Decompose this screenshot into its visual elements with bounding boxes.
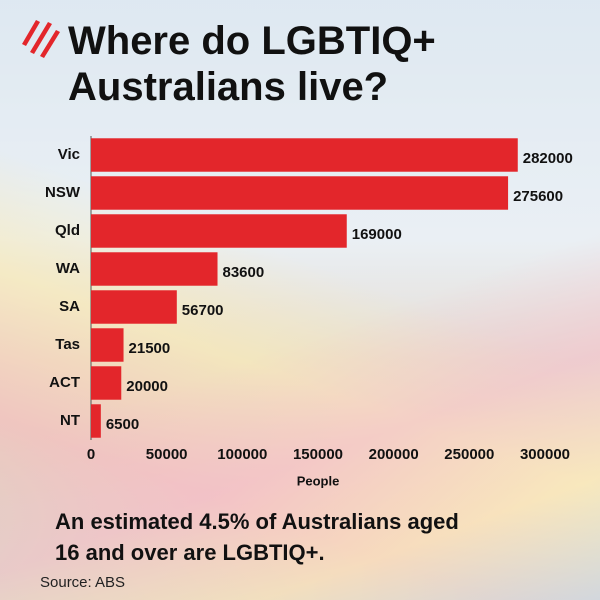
- value-label: 20000: [126, 378, 168, 395]
- value-label: 21500: [129, 340, 171, 357]
- bar: [91, 366, 122, 400]
- bar: [91, 214, 347, 248]
- bar: [91, 290, 177, 324]
- chart-title: Where do LGBTIQ+ Australians live?: [68, 19, 436, 109]
- x-axis-label: People: [297, 473, 340, 488]
- y-tick-label: NT: [60, 412, 80, 429]
- value-label: 282000: [523, 150, 573, 167]
- bar: [91, 176, 509, 210]
- note: An estimated 4.5% of Australians aged 16…: [55, 509, 459, 565]
- x-tick-label: 200000: [369, 446, 419, 463]
- bar: [91, 328, 124, 362]
- source: Source: ABS: [40, 574, 126, 591]
- x-tick-label: 0: [87, 446, 95, 463]
- y-tick-label: Qld: [55, 222, 80, 239]
- x-tick-label: 50000: [146, 446, 188, 463]
- y-tick-label: WA: [56, 260, 80, 277]
- value-label: 83600: [223, 264, 265, 281]
- value-label: 275600: [513, 188, 563, 205]
- y-tick-label: SA: [59, 298, 80, 315]
- bar: [91, 404, 101, 438]
- logo: [22, 20, 60, 58]
- x-tick-label: 100000: [217, 446, 267, 463]
- y-tick-label: Tas: [55, 336, 80, 353]
- value-label: 6500: [106, 416, 139, 433]
- y-tick-label: ACT: [49, 374, 80, 391]
- x-tick-label: 150000: [293, 446, 343, 463]
- y-tick-label: NSW: [45, 184, 81, 201]
- x-tick-label: 300000: [520, 446, 570, 463]
- x-tick-label: 250000: [444, 446, 494, 463]
- value-label: 169000: [352, 226, 402, 243]
- bar: [91, 252, 218, 286]
- bar: [91, 138, 518, 172]
- y-tick-label: Vic: [58, 146, 80, 163]
- value-label: 56700: [182, 302, 224, 319]
